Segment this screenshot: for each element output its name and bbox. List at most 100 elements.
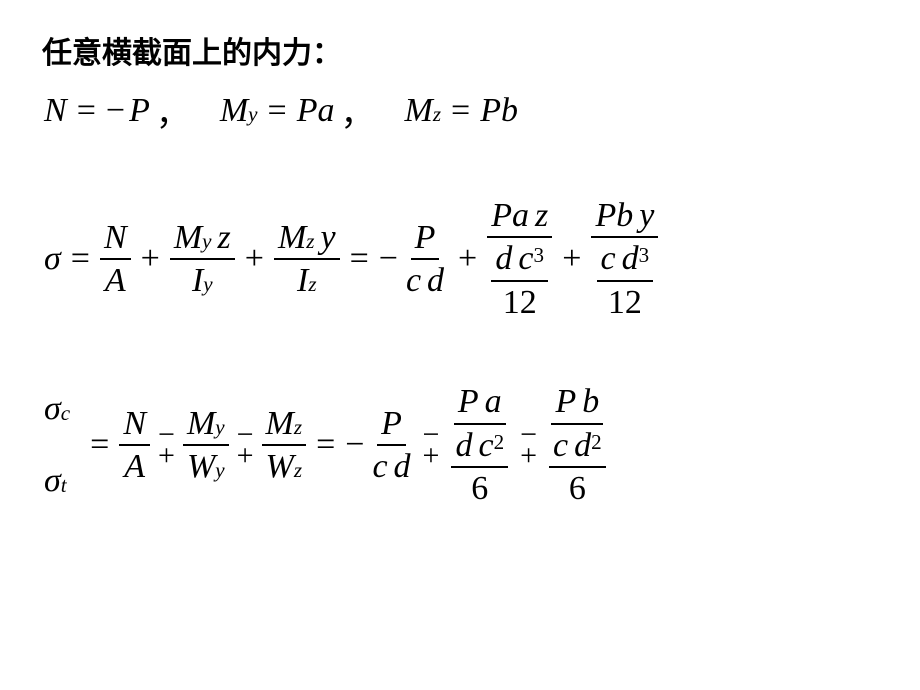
var-N: N [44,92,67,130]
num-M: M [187,405,215,442]
num-M: M [174,219,202,256]
sub-z: z [433,102,441,127]
num-N: N [123,405,146,442]
exp-2: 2 [494,431,505,454]
plus: + [552,240,591,278]
sub-z: z [294,416,302,439]
den-c: c [406,262,421,299]
sub-y: y [215,416,224,439]
num-M: M [278,219,306,256]
den-I: I [297,262,308,299]
equals: = [67,92,106,130]
den-A: A [105,262,126,299]
equals: = [441,92,480,130]
comma: ， [156,86,190,135]
plus: + [131,240,170,278]
den-d: d [455,427,472,464]
num-P: P [381,405,402,442]
plus: + [235,240,274,278]
equals: = [80,426,119,464]
num-P: P [595,197,616,234]
plus: + [448,240,487,278]
exp-2: 2 [591,431,602,454]
den-12: 12 [503,284,537,321]
exp-3: 3 [534,244,545,267]
frac-Mzy-over-Iz: Mzy Iz [274,219,340,300]
den-d: d [427,262,444,299]
den-12: 12 [608,284,642,321]
frac-N-over-A: N A [119,405,150,486]
minus: − [379,240,402,278]
sigma-ct-stack: σc σt [44,390,70,500]
var-P: P [129,92,150,130]
var-My: M [220,92,248,130]
minus: − [345,426,368,464]
num-z: z [218,219,231,256]
den-W: W [266,448,294,485]
nested-frac: cd2 6 [549,427,606,508]
mp-bot: + [423,445,440,467]
frac-N-over-A: N A [100,219,131,300]
sub-z: z [294,459,302,482]
den-c: c [553,427,568,464]
inline-forces-eq: N = − P ， M y = Pa ， M z = Pb [44,86,878,135]
num-P: P [458,383,479,420]
den-d: d [495,240,512,277]
equals: = [340,240,379,278]
stress-general-eq: σ = N A + Myz Iy + Mzy Iz = − P [44,197,878,321]
sub-c: c [61,401,70,426]
num-N: N [104,219,127,256]
frac-Mz-over-Wz: Mz Wz [262,405,307,486]
num-P: P [491,197,512,234]
sub-t: t [61,473,67,498]
frac-P-over-cd: P cd [402,219,448,300]
sub-z: z [308,273,316,296]
sub-y: y [215,459,224,482]
var-Pa: Pa [297,92,335,130]
num-a: a [485,383,502,420]
heading: 任意横截面上的内力： [42,28,878,72]
den-6: 6 [569,470,586,507]
var-Pb: Pb [480,92,518,130]
num-y: y [639,197,654,234]
num-y: y [320,219,335,256]
stress-extreme-eq: σc σt = N A − + My Wy − + Mz Wz = − [44,383,878,507]
sigma: σ [44,240,61,278]
num-M: M [266,405,294,442]
sigma-c: σ [44,390,61,428]
equals: = [61,240,100,278]
frac-Paz-over-dc3-12: Paz dc3 12 [487,197,552,321]
mp-bot: + [237,445,254,467]
den-W: W [187,448,215,485]
den-c: c [478,427,493,464]
den-c: c [372,448,387,485]
frac-P-over-cd: P cd [368,405,414,486]
num-a: a [512,197,529,234]
num-P: P [415,219,436,256]
den-6: 6 [471,470,488,507]
exp-3: 3 [639,244,650,267]
den-d: d [622,240,639,277]
sub-y: y [248,102,257,127]
comma: ， [341,86,375,135]
den-I: I [192,262,203,299]
frac-Pb-over-cd2-6: Pb cd2 6 [545,383,610,507]
var-Mz: M [405,92,433,130]
num-b: b [616,197,633,234]
frac-Pa-over-dc2-6: Pa dc2 6 [447,383,512,507]
sub-z: z [306,230,314,253]
mp-sign: − + [229,424,262,467]
mp-bot: + [520,445,537,467]
mp-bot: + [158,445,175,467]
frac-My-over-Wy: My Wy [183,405,229,486]
equals: = [306,426,345,464]
num-b: b [582,383,599,420]
frac-Pby-over-cd3-12: Pby cd3 12 [591,197,658,321]
mp-sign: − + [415,424,448,467]
nested-frac: dc2 6 [451,427,508,508]
num-z: z [535,197,548,234]
minus: − [106,92,129,130]
mp-sign: − + [512,424,545,467]
nested-frac: cd3 12 [597,240,654,321]
sub-y: y [202,230,211,253]
